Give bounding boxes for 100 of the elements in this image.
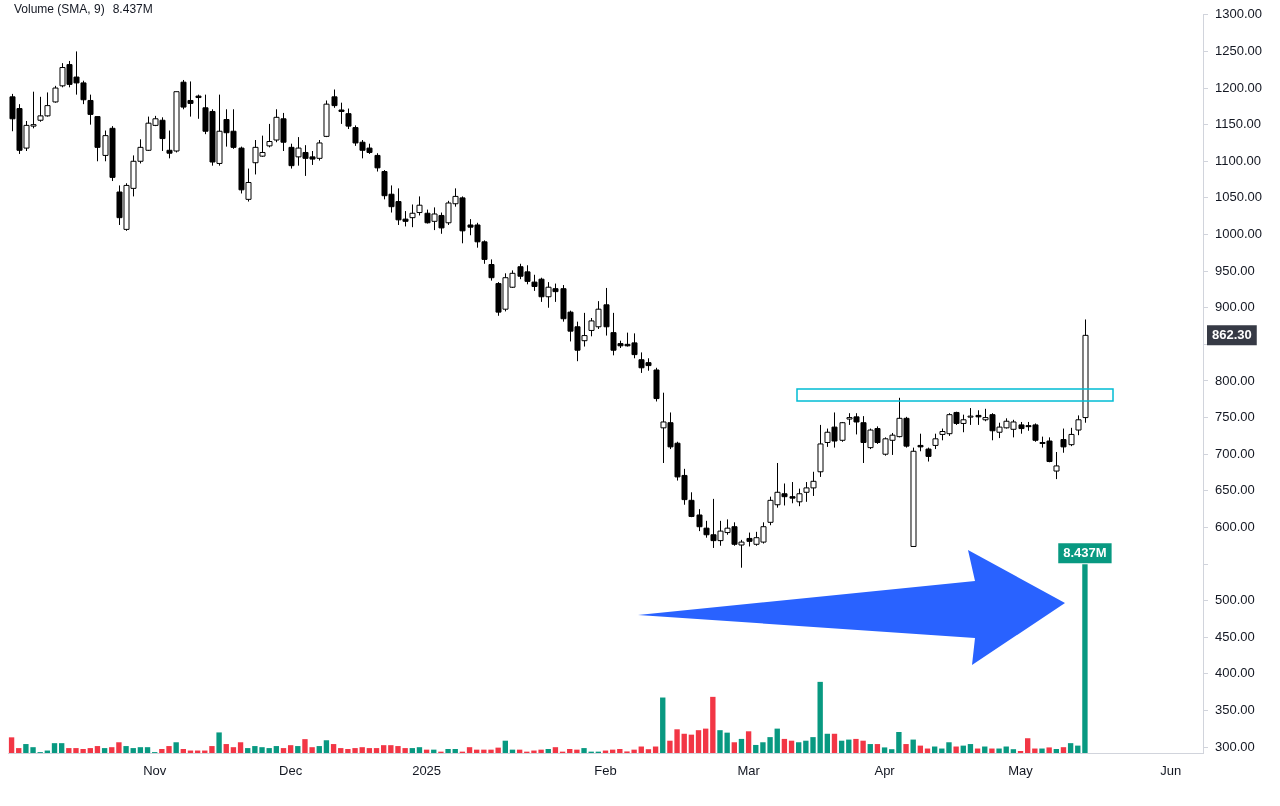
y-tick-label: 950.00: [1215, 262, 1255, 278]
bar: [366, 748, 373, 753]
y-tick-label: 400.00: [1215, 665, 1255, 681]
bar: [967, 744, 974, 753]
bar: [545, 748, 551, 753]
bar: [753, 744, 759, 753]
bar: [137, 747, 144, 753]
y-tick-label: 1150.00: [1215, 116, 1262, 132]
y-tick-label: 750.00: [1215, 409, 1255, 425]
bar: [1060, 747, 1067, 753]
data-label: 8.437M: [1063, 544, 1107, 560]
y-tick-label: 1300.00: [1215, 6, 1262, 22]
bar: [903, 744, 909, 753]
bar: [1017, 750, 1024, 753]
bar: [681, 733, 687, 753]
bar: [617, 748, 623, 753]
bar: [94, 746, 101, 753]
x-tick-label: Nov: [143, 763, 167, 779]
bar: [216, 732, 222, 753]
bar: [51, 743, 58, 753]
y-tick-label: 900.00: [1215, 299, 1255, 315]
bar: [989, 748, 995, 753]
y-tick-label: 350.00: [1215, 702, 1255, 718]
bar: [101, 748, 108, 753]
bar: [896, 731, 902, 753]
y-tick-label: 1050.00: [1215, 189, 1262, 205]
bar: [245, 748, 251, 753]
bar: [781, 738, 788, 753]
bar: [173, 742, 179, 753]
bar: [874, 744, 881, 753]
annotation: 8.437M: [112, 2, 153, 17]
bar: [445, 748, 451, 753]
bar: [130, 748, 136, 753]
bar: [824, 733, 831, 753]
bar: [1046, 747, 1052, 753]
y-tick-label: 450.00: [1215, 628, 1255, 644]
x-tick-label: Apr: [874, 763, 896, 779]
bar: [323, 740, 330, 753]
bar: [846, 739, 852, 753]
y-tick-label: 800.00: [1215, 372, 1255, 388]
bar: [731, 742, 737, 753]
y-tick-label: 300.00: [1215, 738, 1255, 754]
bar: [466, 747, 473, 753]
bar: [745, 731, 752, 753]
bar: [58, 743, 65, 753]
bar: [953, 746, 959, 753]
bar: [910, 739, 916, 753]
bar: [1039, 748, 1045, 753]
bar: [16, 748, 22, 753]
bar: [567, 748, 573, 753]
bar: [237, 742, 244, 753]
y-tick-label: 1200.00: [1215, 79, 1262, 95]
bar: [287, 745, 294, 753]
y-tick-label: 1000.00: [1215, 226, 1262, 242]
bar: [881, 747, 888, 753]
bar: [359, 747, 365, 753]
annotation: Volume (SMA, 9): [14, 2, 105, 17]
bar: [831, 733, 838, 753]
bar: [1010, 749, 1017, 753]
bar: [710, 696, 716, 753]
bar: [8, 737, 15, 753]
bar: [688, 734, 695, 753]
bar: [123, 746, 129, 753]
y-tick-label: 1250.00: [1215, 43, 1262, 58]
x-tick-label: May: [1008, 763, 1034, 779]
bar: [280, 748, 287, 753]
bar: [230, 747, 237, 753]
bar: [889, 749, 895, 753]
bar: [223, 744, 229, 753]
y-tick-label: 650.00: [1215, 482, 1255, 498]
bar: [838, 740, 845, 753]
bar: [409, 748, 415, 753]
y-tick-label: 600.00: [1215, 519, 1255, 535]
x-tick-label: Mar: [737, 763, 761, 779]
bar: [660, 697, 666, 753]
bar: [116, 742, 122, 753]
bar: [645, 749, 652, 753]
bar: [502, 740, 508, 753]
bar: [144, 747, 151, 753]
bar: [581, 748, 587, 753]
bar: [1053, 748, 1059, 753]
y-tick-label: 500.00: [1215, 592, 1255, 608]
bar: [373, 748, 380, 753]
bar: [1032, 748, 1038, 753]
bar: [703, 728, 709, 753]
x-tick-label: Feb: [594, 763, 617, 779]
bar: [1025, 738, 1031, 753]
bar: [330, 744, 337, 753]
bar: [87, 748, 93, 753]
bar: [788, 740, 795, 753]
bar: [867, 744, 873, 753]
bar: [695, 730, 702, 753]
bar: [209, 746, 215, 753]
x-tick-label: 2025: [412, 763, 442, 779]
bar: [295, 746, 301, 753]
bar: [273, 746, 280, 753]
bar: [1067, 743, 1074, 753]
text: 862.30: [1212, 326, 1252, 342]
bar: [774, 728, 780, 753]
bar: [380, 745, 387, 753]
